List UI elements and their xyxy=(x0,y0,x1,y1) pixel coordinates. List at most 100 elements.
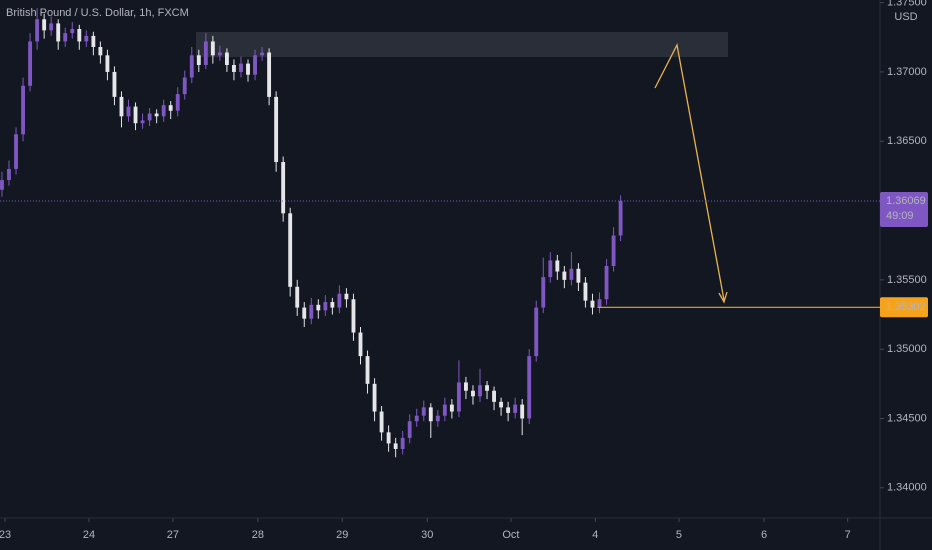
candle-body xyxy=(98,46,103,56)
y-tick-label: 1.35000 xyxy=(887,343,927,355)
candle-body xyxy=(126,106,131,117)
chart-title: British Pound / U.S. Dollar, 1h, FXCM xyxy=(6,7,189,19)
candle-body xyxy=(330,302,335,308)
candle-body xyxy=(492,390,496,402)
candle-body xyxy=(281,162,286,214)
y-tick-label: 1.37000 xyxy=(887,66,927,78)
y-tick-label: 1.37500 xyxy=(887,0,927,9)
candle-body xyxy=(534,307,539,357)
x-tick-label: 4 xyxy=(592,529,598,541)
candle-body xyxy=(351,299,356,333)
candle-body xyxy=(239,63,243,72)
candle-body xyxy=(485,385,489,391)
candle-body xyxy=(506,407,511,413)
y-tick-label: 1.35500 xyxy=(887,274,927,286)
candle-body xyxy=(421,407,426,416)
candle-body xyxy=(555,260,560,272)
candle-body xyxy=(267,52,272,97)
candle-body xyxy=(56,23,61,42)
candle-body xyxy=(91,35,96,47)
candle-body xyxy=(105,55,110,72)
x-tick-label: 30 xyxy=(421,529,433,541)
candle-body xyxy=(393,443,398,449)
y-tick-label: 1.34500 xyxy=(887,412,927,424)
candle-body xyxy=(379,411,384,433)
candle-body xyxy=(147,113,152,121)
candle-body xyxy=(175,94,180,111)
candle-body xyxy=(569,268,574,280)
candle-body xyxy=(196,55,201,66)
candle-body xyxy=(161,105,166,117)
candle-body xyxy=(471,390,475,397)
x-tick-label: Oct xyxy=(502,529,519,541)
candle-body xyxy=(449,404,454,412)
candle-body xyxy=(520,404,525,419)
candle-body xyxy=(14,134,18,169)
candle-body xyxy=(224,52,229,66)
candle-body xyxy=(189,55,194,78)
candle-body xyxy=(499,401,504,408)
candle-body xyxy=(253,55,257,75)
candle-body xyxy=(316,304,321,311)
candle-body xyxy=(154,113,159,117)
arrow-head xyxy=(718,291,728,304)
candle-body xyxy=(77,28,82,42)
candle-body xyxy=(182,77,187,95)
candle-body xyxy=(442,404,447,416)
candle-body xyxy=(260,52,265,56)
x-tick-label: 28 xyxy=(252,529,264,541)
x-tick-label: 23 xyxy=(0,529,11,541)
candle-body xyxy=(414,415,419,422)
candle-body xyxy=(604,266,609,300)
candle-body xyxy=(274,96,279,163)
x-tick-label: 27 xyxy=(167,529,179,541)
candle-body xyxy=(28,41,33,86)
candle-body xyxy=(464,382,468,391)
candle-body xyxy=(428,407,433,422)
candle-body xyxy=(541,277,546,308)
candle-body xyxy=(302,307,307,319)
candle-body xyxy=(210,41,215,56)
countdown-label: 49:09 xyxy=(886,210,914,222)
candle-body xyxy=(583,282,588,301)
candle-body xyxy=(527,356,532,419)
x-tick-label: 7 xyxy=(845,529,851,541)
last-price-label: 1.36069 xyxy=(886,195,926,207)
candle-body xyxy=(217,52,222,56)
candle-body xyxy=(232,65,236,72)
projection-arrow xyxy=(654,43,725,301)
level-tag xyxy=(880,297,928,318)
candle-body xyxy=(70,28,75,34)
candle-body xyxy=(365,356,370,384)
candle-body xyxy=(309,304,314,319)
candle-body xyxy=(548,260,553,278)
candle-body xyxy=(49,23,54,31)
candle-body xyxy=(358,332,363,357)
candle-body xyxy=(84,35,89,42)
x-tick-label: 5 xyxy=(676,529,682,541)
candle-body xyxy=(597,299,602,308)
level-label: 1.35302 xyxy=(886,301,926,313)
candle-body xyxy=(590,300,595,308)
candle-body xyxy=(7,168,11,181)
currency: USD xyxy=(894,11,917,23)
y-tick-label: 1.36500 xyxy=(887,135,927,147)
candle-body xyxy=(407,421,412,438)
candle-body xyxy=(562,271,567,280)
candle-body xyxy=(133,106,138,124)
last-price-tag xyxy=(880,191,928,227)
candle-body xyxy=(42,19,47,31)
candle-body xyxy=(478,385,482,397)
candle-body xyxy=(112,71,117,97)
candle-body xyxy=(513,404,518,413)
candle-body xyxy=(246,63,250,75)
x-tick-label: 24 xyxy=(83,529,95,541)
candle-body xyxy=(295,286,300,308)
candle-body xyxy=(618,200,623,236)
candle-body xyxy=(372,383,377,412)
candle-body xyxy=(21,85,25,135)
candle-body xyxy=(0,180,4,190)
